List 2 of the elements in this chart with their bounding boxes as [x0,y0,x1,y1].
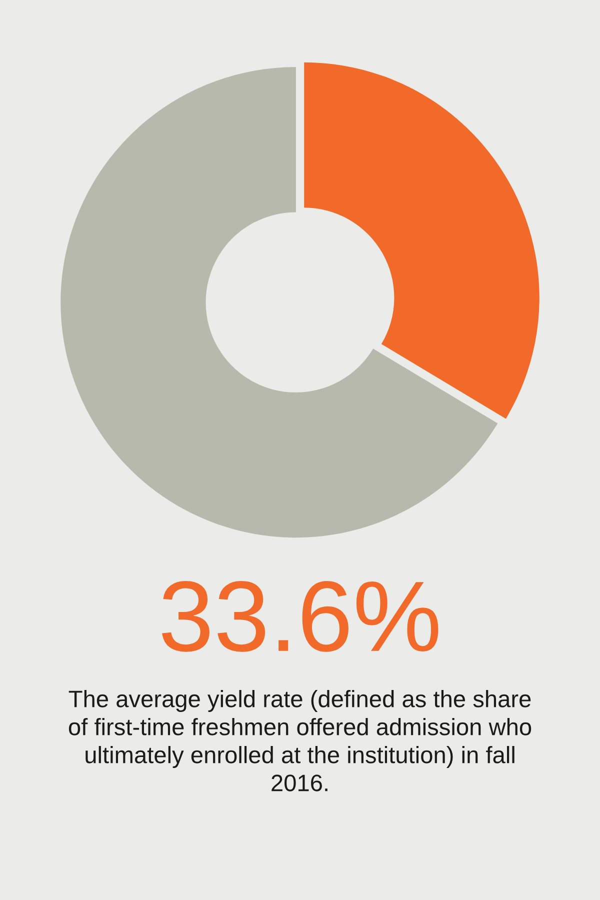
text: The average yield rate (defined as the share of first-time freshmen offered admission who ultimately enrolled at the institution) in fall 2016. [68,690,532,792]
text: 33.6% [162,581,438,652]
